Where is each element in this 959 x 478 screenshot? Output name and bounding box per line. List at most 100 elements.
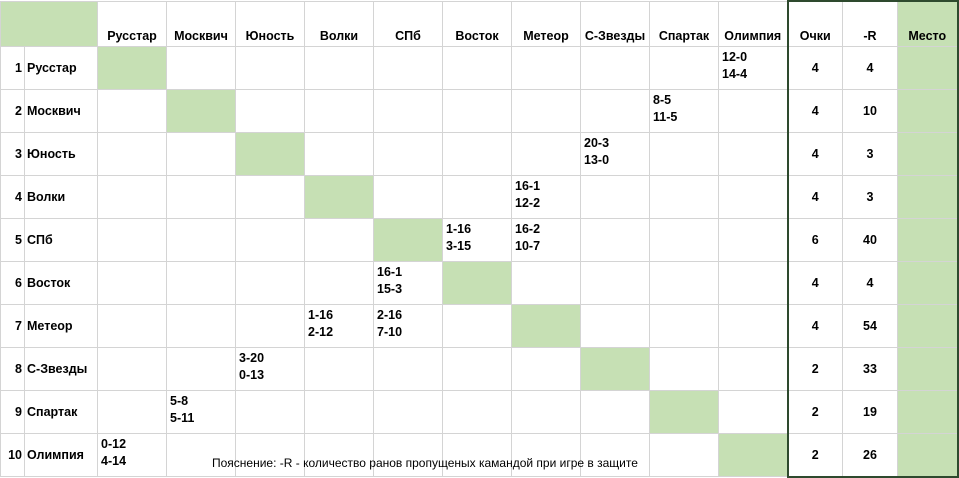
column-header-3: Юность [235,0,305,47]
score-line: 4-14 [101,454,127,468]
score-cell [718,304,788,348]
score-cell [511,390,581,434]
score-cell [649,218,719,262]
score-cell: 12-0 14-4 [718,46,788,90]
score-cell [97,261,167,305]
score-cell [442,347,512,391]
row-number: 1 [0,46,25,90]
row-number: 9 [0,390,25,434]
score-cell [718,347,788,391]
header-row: Русстар Москвич Юность Волки СПб Восток Метеор… [0,0,959,47]
runs-cell: 4 [842,261,898,305]
score-cell [304,46,374,90]
runs-cell: 3 [842,175,898,219]
score-cell [580,218,650,262]
row-number: 3 [0,132,25,176]
score-cell [511,89,581,133]
table-body: 1 Русстар 12-0 14-4 4 4 2 Москвич 8-5 11-5 4 10 3 Юно… [0,46,959,478]
score-cell [97,390,167,434]
score-line: 11-5 [653,110,678,124]
column-header-8: С-Звезды [580,0,650,47]
place-cell [897,89,959,133]
column-header-7: Метеор [511,0,581,47]
column-header-9: Спартак [649,0,719,47]
score-cell [718,175,788,219]
score-line: 10-7 [515,239,541,253]
score-cell: 0-12 4-14 [97,433,167,477]
score-cell [718,132,788,176]
runs-cell: 26 [842,433,898,478]
score-line: 16-2 [515,222,541,236]
score-cell [373,175,443,219]
score-cell: 20-3 13-0 [580,132,650,176]
score-cell [166,175,236,219]
score-line: 5-11 [170,411,195,425]
score-line: 13-0 [584,153,610,167]
score-cell [649,132,719,176]
score-line: 0-12 [101,437,127,451]
points-cell: 4 [786,261,843,305]
score-cell [373,347,443,391]
table-row: 9 Спартак 5-8 5-11 2 19 [0,390,959,434]
score-cell [442,304,512,348]
score-cell [166,261,236,305]
score-cell [97,218,167,262]
score-line: 14-4 [722,67,748,81]
score-cell [235,304,305,348]
score-cell [373,89,443,133]
score-line: 16-1 [515,179,541,193]
score-cell [304,89,374,133]
score-cell [580,433,650,477]
points-cell: 4 [786,132,843,176]
score-cell [235,390,305,434]
score-cell [511,132,581,176]
score-cell [235,175,305,219]
score-line: 20-3 [584,136,610,150]
score-cell [718,390,788,434]
score-cell [166,132,236,176]
score-cell [718,218,788,262]
score-cell [304,132,374,176]
score-line: 12-2 [515,196,541,210]
score-cell: 16-1 12-2 [511,175,581,219]
row-number: 2 [0,89,25,133]
score-cell [442,175,512,219]
runs-cell: 40 [842,218,898,262]
diagonal-cell [442,261,512,305]
score-cell [166,218,236,262]
points-cell: 4 [786,89,843,133]
footnote: Пояснение: -R - количество ранов пропуще… [212,456,638,470]
score-cell [649,433,719,477]
score-cell [580,304,650,348]
score-cell [235,261,305,305]
runs-cell: 33 [842,347,898,391]
team-name: Москвич [24,89,98,133]
score-line: 3-20 [239,351,265,365]
row-number: 8 [0,347,25,391]
team-name: Спартак [24,390,98,434]
runs-cell: 19 [842,390,898,434]
diagonal-cell [580,347,650,391]
score-cell [442,89,512,133]
column-header-4: Волки [304,0,374,47]
score-cell [442,46,512,90]
score-cell [649,304,719,348]
score-cell [373,46,443,90]
score-line: 16-1 [377,265,403,279]
column-header-6: Восток [442,0,512,47]
diagonal-cell [97,46,167,90]
score-cell: 1-16 2-12 [304,304,374,348]
score-line: 2-12 [308,325,334,339]
diagonal-cell [373,218,443,262]
table-row: 6 Восток 16-1 15-3 4 4 [0,261,959,305]
team-name: Юность [24,132,98,176]
score-cell: 2-16 7-10 [373,304,443,348]
score-line: 5-8 [170,394,189,408]
score-cell [373,433,443,477]
score-cell: 1-16 3-15 [442,218,512,262]
score-line: 15-3 [377,282,403,296]
score-cell [97,132,167,176]
score-cell: 16-2 10-7 [511,218,581,262]
score-cell [304,218,374,262]
score-cell [97,175,167,219]
